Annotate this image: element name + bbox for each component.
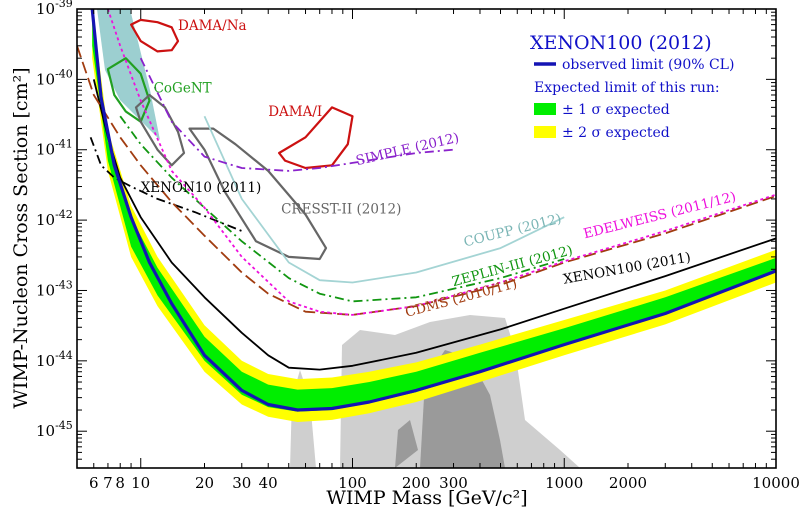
label-cogent: CoGeNT <box>154 81 212 97</box>
curve-xenon100-2011 <box>92 79 776 371</box>
x-tick-label: 40 <box>259 474 278 492</box>
plot-frame <box>76 8 777 469</box>
x-tick-label: 30 <box>232 474 251 492</box>
region-cresst-ii-2012 <box>134 93 186 167</box>
y-tick-label: 10-45 <box>36 419 73 440</box>
legend-observed-label: observed limit (90% CL) <box>562 57 734 73</box>
curve-coupp-2012 <box>203 115 565 284</box>
expected-bands <box>92 9 776 422</box>
label-cresst-ii-2012: CRESST-II (2012) <box>281 201 401 217</box>
x-axis-title: WIMP Mass [GeV/c²] <box>326 487 527 509</box>
x-tick-label: 1000 <box>545 474 583 492</box>
x-tick-label: 6 <box>89 474 99 492</box>
curve-simple-2012 <box>139 57 454 172</box>
x-tick-label: 100 <box>338 474 367 492</box>
x-tick-label: 10000 <box>752 474 800 492</box>
region-dama-na <box>130 18 180 53</box>
y-tick-label: 10-40 <box>36 67 73 88</box>
y-tick-label: 10-41 <box>36 138 73 159</box>
legend-band2-swatch <box>534 126 556 138</box>
y-tick-label: 10-42 <box>36 208 73 229</box>
y-tick-label: 10-43 <box>36 279 73 300</box>
legend-band1-swatch <box>534 103 556 115</box>
curve-observed-limit-90-cl <box>90 9 776 412</box>
curve-edelweiss-2011-12 <box>107 9 776 316</box>
curve-cdms-2010-11 <box>77 45 776 316</box>
x-tick-label: 7 <box>103 474 113 492</box>
label-xenon10-2011: XENON10 (2011) <box>141 180 262 196</box>
y-tick-label: 10-39 <box>36 0 73 18</box>
x-tick-label: 8 <box>115 474 125 492</box>
legend-band1-label: ± 1 σ expected <box>562 102 670 118</box>
x-tick-label: 20 <box>195 474 214 492</box>
region-cresst-ii-2012 <box>188 127 328 261</box>
x-tick-label: 2000 <box>609 474 647 492</box>
signal-regions <box>106 18 354 261</box>
limit-curves <box>77 9 776 412</box>
y-axis-title: WIMP-Nucleon Cross Section [cm²] <box>10 67 32 408</box>
curve-xenon10-2011 <box>89 136 243 232</box>
legend-expected-header: Expected limit of this run: <box>534 80 720 96</box>
x-tick-label: 300 <box>439 474 468 492</box>
x-tick-label: 10 <box>131 474 150 492</box>
x-tick-label: 200 <box>402 474 431 492</box>
legend: XENON100 (2012) observed limit (90% CL) … <box>530 32 734 141</box>
label-dama-i: DAMA/I <box>268 104 322 120</box>
y-tick-label: 10-44 <box>36 349 73 370</box>
region-dama-i <box>278 106 354 170</box>
curve-zeplin-iii-2012 <box>119 115 565 303</box>
label-dama-na: DAMA/Na <box>178 18 247 34</box>
legend-title: XENON100 (2012) <box>530 32 712 54</box>
theory-region-dark <box>395 420 418 468</box>
legend-band2-label: ± 2 σ expected <box>562 125 670 141</box>
